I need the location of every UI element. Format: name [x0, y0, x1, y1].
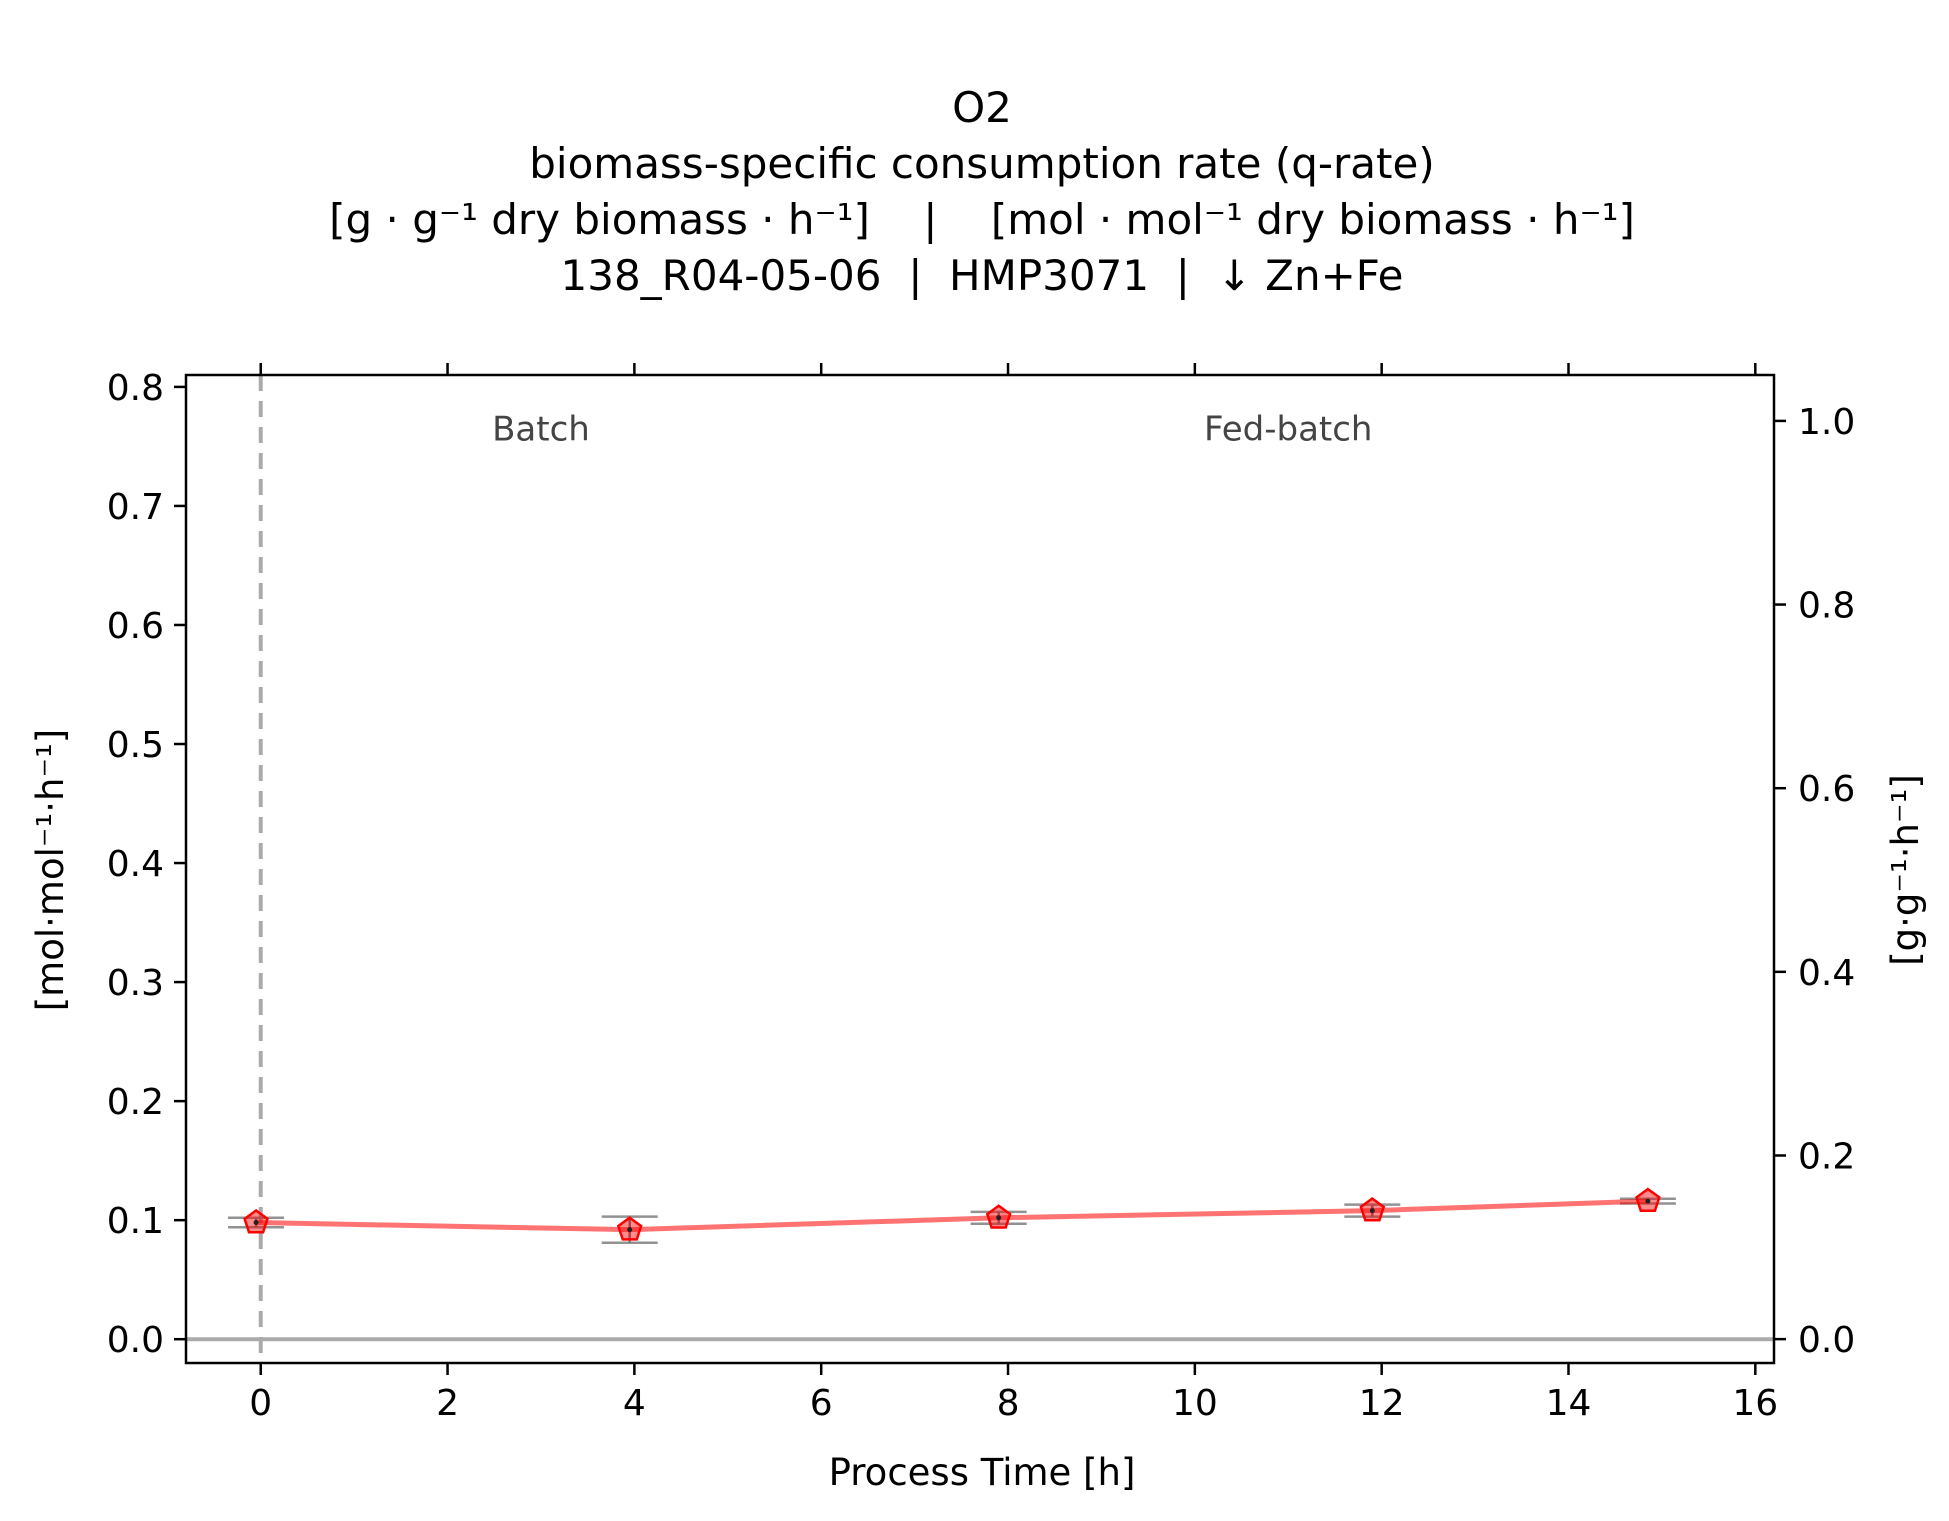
y-left-tick-label-4: 0.4 [107, 844, 164, 885]
data-point-center-2 [996, 1215, 1002, 1221]
y-left-tick-label-5: 0.5 [107, 725, 164, 766]
y-left-tick-label-7: 0.7 [107, 487, 164, 528]
title-line-1: O2 [952, 83, 1012, 132]
y-left-tick-label-2: 0.2 [107, 1082, 164, 1123]
y-right-tick-label-0: 0.0 [1798, 1320, 1855, 1361]
y-left-tick-label-8: 0.8 [107, 368, 164, 409]
y-axis-label-right: [g·g⁻¹·h⁻¹] [1884, 774, 1927, 966]
data-point-center-4 [1645, 1198, 1651, 1204]
y-left-tick-label-1: 0.1 [107, 1201, 164, 1242]
y-right-tick-label-2: 0.4 [1798, 953, 1855, 994]
y-left-tick-label-3: 0.3 [107, 963, 164, 1004]
x-tick-label-8: 16 [1732, 1383, 1778, 1424]
y-right-tick-label-4: 0.8 [1798, 586, 1855, 627]
x-tick-label-0: 0 [249, 1383, 272, 1424]
x-tick-label-2: 4 [623, 1383, 646, 1424]
y-left-tick-label-0: 0.0 [107, 1320, 164, 1361]
data-point-center-3 [1369, 1208, 1375, 1214]
x-tick-label-4: 8 [997, 1383, 1020, 1424]
x-tick-label-3: 6 [810, 1383, 833, 1424]
title-line-2: biomass-specific consumption rate (q-rat… [529, 139, 1434, 188]
phase-label-0: Batch [492, 409, 590, 449]
x-axis-label: Process Time [h] [829, 1451, 1136, 1494]
y-right-tick-label-5: 1.0 [1798, 402, 1855, 443]
y-right-tick-label-1: 0.2 [1798, 1136, 1855, 1177]
x-tick-label-1: 2 [436, 1383, 459, 1424]
chart-title: O2 biomass-specific consumption rate (q-… [329, 83, 1635, 300]
x-tick-label-6: 12 [1359, 1383, 1405, 1424]
title-line-3: [g · g⁻¹ dry biomass · h⁻¹] | [mol · mol… [329, 195, 1635, 244]
y-axis-label-left: [mol·mol⁻¹·h⁻¹] [29, 729, 72, 1012]
x-tick-label-7: 14 [1546, 1383, 1592, 1424]
series-line-0 [256, 1198, 1648, 1233]
x-tick-label-5: 10 [1172, 1383, 1218, 1424]
plot-frame [184, 373, 1776, 1365]
y-right-tick-label-3: 0.6 [1798, 769, 1855, 810]
data-point-center-0 [253, 1220, 259, 1226]
phase-label-1: Fed-batch [1204, 409, 1372, 449]
title-line-4: 138_R04-05-06 | HMP3071 | ↓ Zn+Fe [561, 251, 1404, 300]
data-point-center-1 [627, 1227, 633, 1233]
y-left-tick-label-6: 0.6 [107, 606, 164, 647]
plot-area: Batch Fed-batch 0 2 4 6 8 10 12 14 16 0.0 0.1 0.2 0.3 0… [107, 363, 1855, 1424]
